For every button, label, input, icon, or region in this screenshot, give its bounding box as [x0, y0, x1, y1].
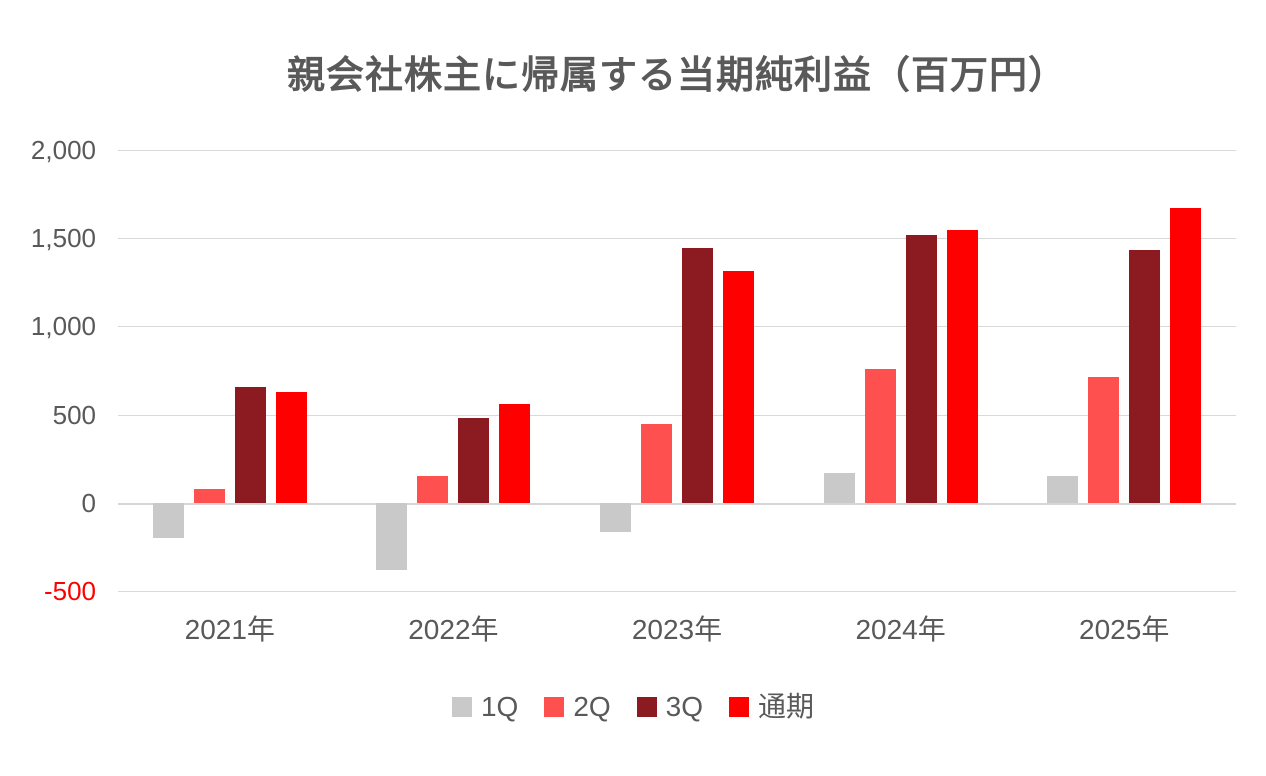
- bar-fy-2: [499, 404, 531, 503]
- legend-label: 1Q: [480, 691, 519, 722]
- bar-q1-3: [600, 502, 631, 532]
- gridline: [118, 150, 1236, 151]
- legend-swatch-icon: [636, 697, 657, 717]
- legend-item-q1: 1Q: [451, 691, 519, 722]
- y-axis-tick-label: 0: [81, 487, 96, 518]
- bar-q2-3: [641, 424, 672, 503]
- legend-label: 2Q: [573, 691, 611, 722]
- gridline: [118, 238, 1236, 240]
- x-axis-label: 2025年: [1079, 614, 1170, 645]
- bar-q3-5: [1129, 249, 1161, 503]
- bar-q2-1: [193, 488, 225, 503]
- bar-q2-5: [1088, 376, 1120, 503]
- y-axis: 2,000 1,500 1,000 500 0 -500: [0, 137, 96, 604]
- bar-q3-4: [905, 234, 937, 503]
- bar-q1-5: [1047, 476, 1079, 503]
- zero-axis-line: [118, 502, 1236, 505]
- bar-fy-1: [275, 391, 307, 503]
- x-axis-label: 2024年: [855, 614, 946, 645]
- bar-q3-3: [682, 247, 713, 503]
- y-axis-tick-label: 1,000: [30, 311, 96, 342]
- bar-q2-4: [864, 368, 896, 503]
- plot-area: [118, 150, 1236, 592]
- bar-fy-3: [723, 270, 754, 503]
- bar-q1-4: [823, 472, 855, 503]
- bar-q3-1: [234, 387, 266, 503]
- bar-fy-4: [946, 230, 978, 503]
- legend-label: 通期: [758, 691, 815, 722]
- x-axis-label: 2023年: [631, 614, 723, 645]
- gridline: [118, 591, 1236, 592]
- legend-item-q3: 3Q: [636, 691, 704, 722]
- legend-swatch-icon: [729, 697, 750, 717]
- chart-title: 親会社株主に帰属する当期純利益（百万円）: [286, 55, 1067, 97]
- legend-swatch-icon: [544, 697, 565, 717]
- y-axis-tick-label: 2,000: [30, 135, 96, 165]
- x-axis-label: 2021年: [184, 614, 275, 645]
- bar-q3-2: [458, 418, 490, 503]
- bar-fy-5: [1170, 208, 1202, 503]
- gridline: [118, 414, 1236, 416]
- legend-swatch-icon: [451, 697, 472, 717]
- y-axis-tick-label: 1,500: [30, 223, 96, 254]
- y-axis-tick-label: -500: [43, 576, 96, 606]
- x-axis-label: 2022年: [408, 614, 499, 645]
- legend: 1Q 2Q 3Q 通期: [0, 692, 1266, 722]
- legend-item-q2: 2Q: [544, 691, 611, 722]
- x-axis: 2021年 2022年 2023年 2024年 2025年: [118, 613, 1236, 653]
- y-axis-tick-label: 500: [52, 399, 96, 430]
- gridline: [118, 326, 1236, 328]
- bar-q1-2: [376, 502, 408, 570]
- legend-item-fy: 通期: [729, 692, 814, 722]
- bar-q1-1: [152, 502, 184, 539]
- legend-label: 3Q: [665, 691, 704, 722]
- bar-q2-2: [417, 476, 449, 503]
